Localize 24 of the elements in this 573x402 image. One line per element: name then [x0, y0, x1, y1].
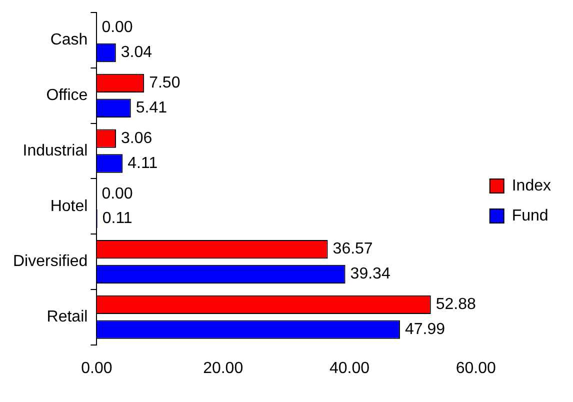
data-label: 5.41 [136, 100, 168, 117]
data-label: 3.04 [120, 44, 152, 62]
data-label: 36.57 [332, 240, 373, 258]
x-tick-label: 0.00 [81, 360, 112, 377]
data-label: 4.11 [128, 154, 158, 172]
data-label: 0.11 [102, 210, 132, 228]
data-label: 0.00 [102, 185, 133, 202]
y-tick-label: Retail [46, 308, 88, 326]
y-tick-label: Cash [50, 32, 88, 49]
data-label: 7.50 [149, 74, 180, 92]
legend-label: Index [512, 177, 551, 194]
x-tick-label: 60.00 [456, 360, 496, 377]
y-tick-label: Industrial [22, 142, 88, 160]
data-label: 3.06 [121, 130, 152, 147]
x-tick-label: 20.00 [203, 360, 244, 377]
y-tick-label: Hotel [50, 198, 88, 215]
data-label: 47.99 [404, 320, 446, 338]
y-tick-label: Office [46, 87, 88, 104]
data-label: 52.88 [436, 296, 476, 314]
data-label: 39.34 [350, 266, 390, 283]
legend-label: Fund [512, 207, 548, 224]
y-tick-label: Diversified [13, 253, 88, 270]
x-tick-label: 40.00 [329, 360, 370, 377]
data-label: 0.00 [102, 19, 133, 36]
